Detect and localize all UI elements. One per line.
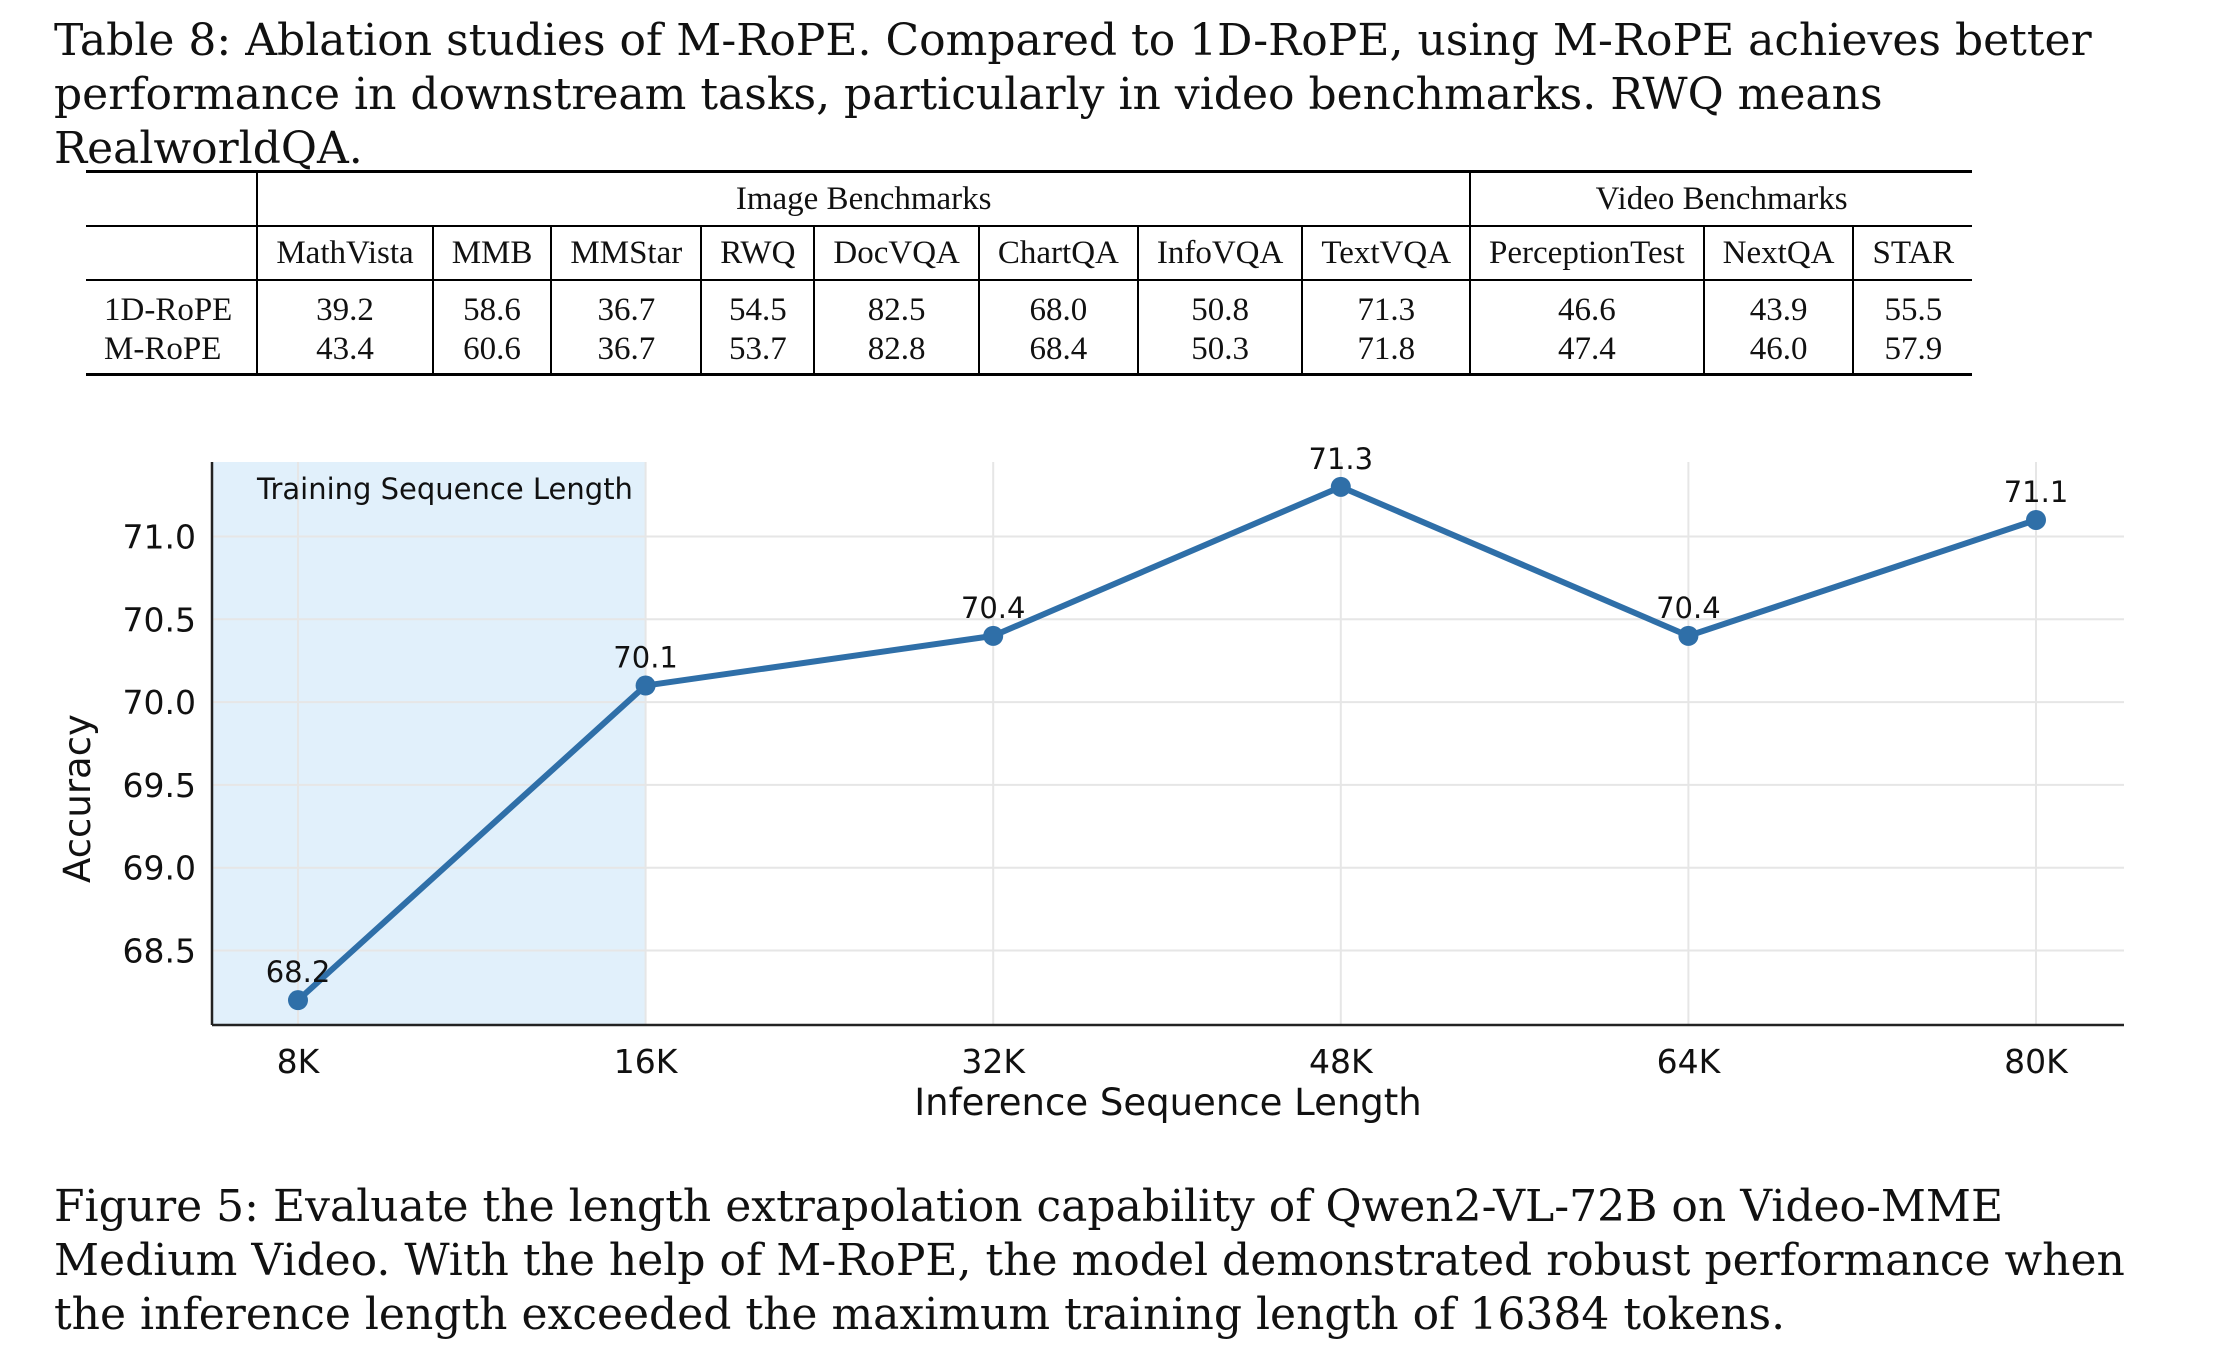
training-region-label: Training Sequence Length <box>256 472 633 506</box>
column-header: MMB <box>432 226 553 281</box>
column-header: STAR <box>1853 226 1973 281</box>
accuracy-line-chart: Training Sequence Length 68.5 69.0 69.5 70.0… <box>56 442 2124 1124</box>
image-benchmarks-header: Image Benchmarks <box>257 170 1472 227</box>
data-point <box>635 675 656 696</box>
table-cell: 50.3 <box>1137 330 1304 376</box>
table-cell: 43.4 <box>257 330 434 376</box>
table-cell: 50.8 <box>1137 280 1304 330</box>
table-cell: 60.6 <box>432 330 553 376</box>
y-tick-label: 71.0 <box>123 518 196 557</box>
method-cell: M-RoPE <box>86 330 259 376</box>
column-header: TextVQA <box>1302 226 1472 281</box>
table-cell: 39.2 <box>257 280 434 330</box>
y-tick-label: 69.5 <box>123 766 196 805</box>
data-point <box>1330 476 1351 497</box>
table-caption-text: Ablation studies of M-RoPE. Compared to … <box>54 15 2092 174</box>
x-tick-label: 80K <box>2004 1042 2069 1081</box>
column-header: InfoVQA <box>1137 226 1304 281</box>
data-label: 68.2 <box>266 955 331 989</box>
table-cell: 36.7 <box>551 280 703 330</box>
table-cell: 82.5 <box>814 280 980 330</box>
table-cell: 68.0 <box>978 280 1139 330</box>
table-cell: 71.3 <box>1302 280 1472 330</box>
y-tick-label: 70.5 <box>123 600 196 639</box>
column-header: MMStar <box>551 226 703 281</box>
table-row: 1D-RoPE 39.2 58.6 36.7 54.5 82.5 68.0 50… <box>86 280 1972 330</box>
x-tick-label: 64K <box>1657 1042 1722 1081</box>
table-caption: Table 8: Ablation studies of M-RoPE. Com… <box>54 14 2174 176</box>
data-point <box>983 625 1004 646</box>
accuracy-series-line <box>295 483 2037 1003</box>
data-label: 71.1 <box>2004 475 2069 509</box>
data-label: 70.4 <box>1656 591 1721 625</box>
table-cell: 43.9 <box>1703 280 1855 330</box>
table-cell: 82.8 <box>814 330 980 376</box>
column-header: PerceptionTest <box>1470 226 1705 281</box>
column-header: MathVista <box>257 226 434 281</box>
y-tick-label: 70.0 <box>123 683 196 722</box>
y-axis-label: Accuracy <box>56 714 99 883</box>
table-cell: 46.0 <box>1703 330 1855 376</box>
ablation-table: Image Benchmarks Video Benchmarks MathVi… <box>86 170 1973 376</box>
y-tick-label: 69.0 <box>123 849 196 888</box>
data-label: 70.4 <box>961 591 1026 625</box>
table-row: M-RoPE 43.4 60.6 36.7 53.7 82.8 68.4 50.… <box>86 330 1973 376</box>
video-benchmarks-header: Video Benchmarks <box>1470 170 1973 227</box>
x-tick-label: 32K <box>961 1042 1026 1081</box>
table-cell: 71.8 <box>1302 330 1472 376</box>
table-cell: 36.7 <box>551 330 703 376</box>
table-cell: 54.5 <box>701 280 816 330</box>
table-cell: 47.4 <box>1470 330 1705 376</box>
figure-caption-label: Figure 5: <box>54 1181 259 1232</box>
method-column-header <box>86 226 259 281</box>
column-header: DocVQA <box>814 226 980 281</box>
column-header: RWQ <box>701 226 816 281</box>
table-cell: 57.9 <box>1853 330 1973 376</box>
method-cell: 1D-RoPE <box>86 280 259 330</box>
data-point <box>1678 625 1699 646</box>
figure-caption-text: Evaluate the length extrapolation capabi… <box>54 1181 2125 1340</box>
data-point <box>288 990 308 1011</box>
column-header: NextQA <box>1703 226 1855 281</box>
figure-caption: Figure 5: Evaluate the length extrapolat… <box>54 1180 2194 1342</box>
data-point <box>2026 509 2046 530</box>
column-header: ChartQA <box>978 226 1139 281</box>
y-tick-label: 68.5 <box>123 931 196 970</box>
table-caption-label: Table 8: <box>54 15 232 66</box>
table-cell: 58.6 <box>432 280 553 330</box>
table-cell: 46.6 <box>1470 280 1705 330</box>
data-label: 70.1 <box>613 641 678 675</box>
x-tick-label: 8K <box>277 1042 321 1081</box>
table-cell: 68.4 <box>978 330 1139 376</box>
x-axis-label: Inference Sequence Length <box>914 1081 1422 1124</box>
method-header-blank <box>86 170 259 227</box>
table-cell: 53.7 <box>701 330 816 376</box>
x-tick-label: 16K <box>614 1042 679 1081</box>
x-tick-label: 48K <box>1309 1042 1374 1081</box>
table-cell: 55.5 <box>1884 292 1943 328</box>
training-region-shade <box>212 462 646 1025</box>
data-label: 71.3 <box>1309 442 1374 476</box>
